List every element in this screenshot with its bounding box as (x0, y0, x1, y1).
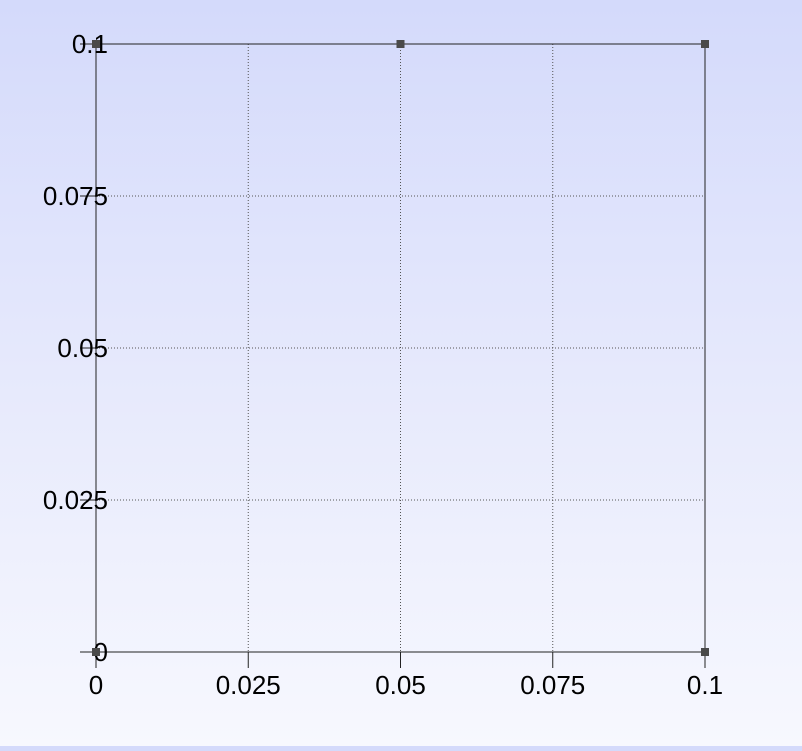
y-tick-label: 0.1 (72, 29, 108, 59)
data-point (92, 40, 100, 48)
x-tick-label: 0.1 (687, 670, 723, 700)
x-axis-ticks: 0 0.025 0.05 0.075 0.1 (89, 652, 723, 700)
y-axis-ticks: 0 0.025 0.05 0.075 0.1 (43, 29, 108, 667)
x-tick-label: 0 (89, 670, 103, 700)
grid-lines (96, 44, 705, 652)
data-point (92, 648, 100, 656)
x-tick-label: 0.05 (375, 670, 426, 700)
x-tick-label: 0.075 (520, 670, 585, 700)
x-tick-label: 0.025 (216, 670, 281, 700)
y-tick-label: 0 (94, 637, 108, 667)
y-tick-label: 0.05 (57, 333, 108, 363)
data-point (701, 648, 709, 656)
data-point (701, 40, 709, 48)
y-tick-label: 0.025 (43, 485, 108, 515)
data-point (396, 40, 405, 48)
y-tick-label: 0.075 (43, 181, 108, 211)
data-points (92, 40, 709, 656)
